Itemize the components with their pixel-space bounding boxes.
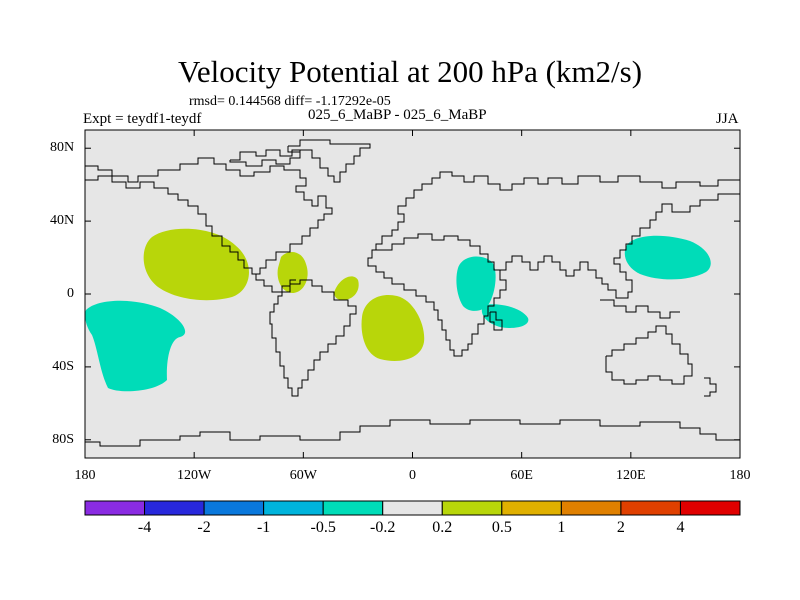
anomaly-west-pacific xyxy=(624,235,711,280)
colorbar-box xyxy=(203,500,265,516)
colorbar-label: 0.2 xyxy=(432,519,453,536)
lon-label: 180 xyxy=(729,468,751,483)
latitude-ticks xyxy=(85,147,740,441)
rmsd-diff-text: rmsd= 0.144568 diff= -1.17292e-05 xyxy=(189,94,391,109)
coastline-greenland xyxy=(287,139,371,183)
colorbar-box xyxy=(441,500,503,516)
lat-label: 0 xyxy=(67,286,74,301)
longitude-ticks xyxy=(84,130,741,458)
colorbar-box xyxy=(322,500,384,516)
colorbar-box xyxy=(679,500,741,516)
colorbar-label: -0.2 xyxy=(370,519,396,536)
coastline-maritime-continent xyxy=(600,299,680,319)
colorbar-label: -0.5 xyxy=(310,519,336,536)
coastline-north-america xyxy=(85,157,333,275)
coastline-east-asia xyxy=(500,193,740,299)
coastline-australia xyxy=(605,325,693,385)
period-label: 025_6_MaBP - 025_6_MaBP xyxy=(308,107,487,123)
colorbar-box xyxy=(144,500,205,516)
experiment-label: Expt = teydf1-teydf xyxy=(83,111,202,127)
lon-label: 180 xyxy=(74,468,96,483)
colorbar-label: -2 xyxy=(197,519,211,536)
colorbar-box xyxy=(263,500,324,516)
coastline-madagascar xyxy=(489,311,503,331)
lon-label: 120W xyxy=(177,468,212,483)
colorbar-box xyxy=(501,500,562,516)
colorbar-label: 4 xyxy=(676,519,685,536)
colorbar-box xyxy=(382,500,443,516)
colorbar xyxy=(84,500,741,516)
colorbar-box xyxy=(560,500,622,516)
lon-label: 60W xyxy=(289,468,317,483)
colorbar-label: 2 xyxy=(616,519,625,536)
colorbar-label: 1 xyxy=(557,519,566,536)
coastline-antarctica xyxy=(85,419,740,447)
anomaly-south-atlantic xyxy=(361,294,425,361)
anomaly-east-africa xyxy=(456,256,496,311)
plot-title: Velocity Potential at 200 hPa (km2/s) xyxy=(177,54,643,89)
lat-label: 40S xyxy=(52,358,74,374)
colorbar-label: -1 xyxy=(256,519,271,536)
season-label: JJA xyxy=(716,111,739,127)
coastline-south-america xyxy=(269,279,357,397)
coastline-africa xyxy=(367,233,507,357)
colorbar-label: -4 xyxy=(137,519,152,536)
lat-label: 80N xyxy=(50,140,75,156)
lon-label: 0 xyxy=(409,468,416,483)
anomaly-equatorial-atlantic xyxy=(334,276,359,300)
colorbar-box xyxy=(620,500,681,516)
lon-label: 60E xyxy=(510,468,533,483)
coastlines xyxy=(85,139,740,447)
coastline-new-zealand xyxy=(704,377,717,397)
lat-label: 40N xyxy=(50,213,75,229)
lon-label: 120E xyxy=(616,468,646,483)
lat-label: 80S xyxy=(52,431,74,447)
anomaly-eastern-north-pacific xyxy=(143,228,249,301)
coastline-europe-asia xyxy=(375,171,740,250)
anomaly-south-pacific xyxy=(85,300,186,392)
colorbar-box xyxy=(84,500,146,516)
colorbar-label: 0.5 xyxy=(491,519,512,536)
